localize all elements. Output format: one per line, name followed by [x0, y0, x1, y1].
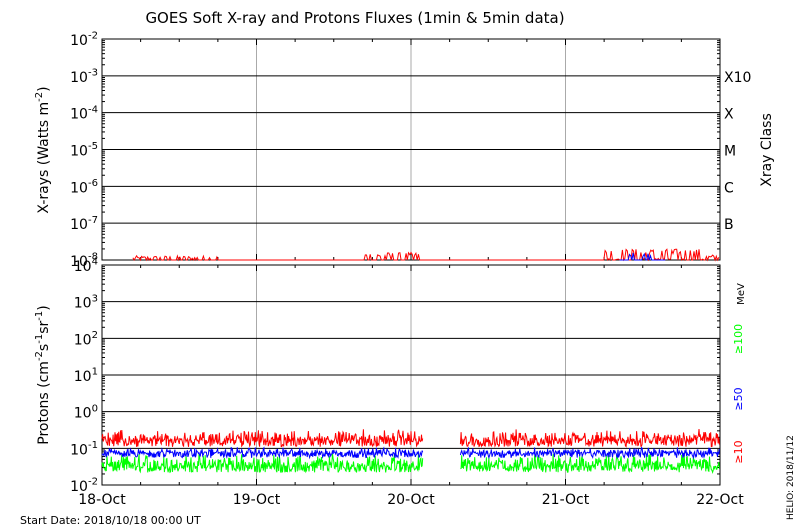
proton-panel: 104 103 102 101 100 10-1 10-218-Oct 19-Oct 20-Oc… [34, 257, 747, 508]
protons-y-tick-label: 104 [74, 257, 98, 275]
protons-y-tick-label: 100 [74, 403, 98, 421]
proton-legend-entry: ≥10 [732, 440, 745, 463]
x-tick-label: 22-Oct [696, 492, 744, 508]
proton-legend-entry: ≥100 [732, 324, 745, 354]
xray-y-tick-label: 10-6 [70, 178, 98, 196]
proton-unit-label: MeV [736, 283, 747, 305]
xray-y-tick-label: 10-2 [70, 31, 98, 49]
xray-y-axis-label: X-rays (Watts m-2) [34, 86, 52, 213]
proton-series-green [101, 453, 424, 474]
xray-class-axis-label: Xray Class [759, 113, 775, 187]
protons-y-tick-label: 101 [74, 367, 98, 385]
xray-series-blue [619, 252, 666, 261]
x-tick-label: 19-Oct [233, 492, 281, 508]
xray-y-tick-label: 10-3 [70, 68, 98, 86]
x-tick-label: 18-Oct [78, 492, 126, 508]
start-date: Start Date: 2018/10/18 00:00 UT [20, 514, 201, 527]
xray-class-label: C [724, 180, 734, 196]
proton-series-blue [459, 446, 720, 460]
xray-class-label: M [724, 144, 736, 160]
x-tick-label: 21-Oct [542, 492, 590, 508]
proton-series-green [460, 453, 720, 474]
proton-series-blue [101, 446, 424, 460]
proton-series-red [101, 429, 424, 448]
proton-series-red [459, 428, 720, 448]
xray-y-tick-label: 10-5 [70, 141, 98, 159]
xray-panel: 10-2 10-3 10-4 10-5 10-6 10-7 10-8 X10 X M C B Xray … [34, 31, 775, 270]
xray-y-tick-label: 10-8 [70, 252, 98, 270]
proton-legend-entry: ≥50 [732, 387, 745, 410]
xray-y-tick-label: 10-4 [70, 104, 98, 122]
xray-class-label: X [724, 107, 734, 123]
proton-y-axis-label: Protons (cm-2s-1sr-1) [34, 305, 52, 444]
chart-title: GOES Soft X-ray and Protons Fluxes (1min… [145, 9, 564, 27]
xray-class-label: X10 [724, 70, 751, 86]
x-tick-label: 20-Oct [387, 492, 435, 508]
protons-y-tick-label: 10-2 [70, 477, 98, 495]
helio-credit: HELIO: 2018/11/12 [786, 435, 796, 520]
protons-y-tick-label: 103 [74, 293, 98, 311]
protons-y-tick-label: 10-1 [70, 440, 98, 458]
xray-class-label: B [724, 217, 734, 233]
xray-y-tick-label: 10-7 [70, 215, 98, 233]
protons-y-tick-label: 102 [74, 330, 98, 348]
